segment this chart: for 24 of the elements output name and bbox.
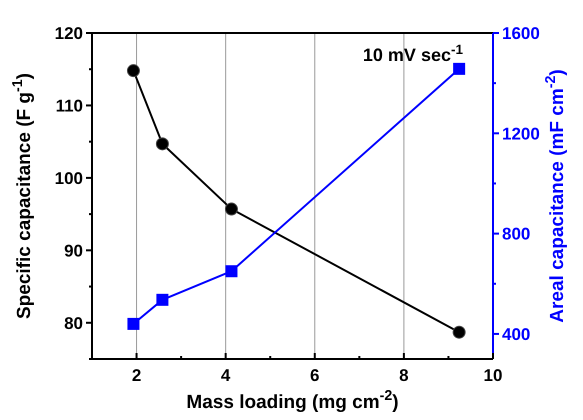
- y2-tick-label: 1200: [502, 124, 540, 144]
- y2-tick-label: 1600: [502, 24, 540, 43]
- point: [126, 64, 140, 78]
- x-tick-label: 6: [310, 366, 320, 385]
- annotation: 10 mV sec$^{-1}$: [362, 42, 464, 65]
- point: [156, 137, 169, 150]
- y2-tick-label: 800: [502, 224, 530, 244]
- y-tick-label: 80: [64, 314, 83, 333]
- x-axis-title: Mass loading (mg cm$^{-2}$): [186, 388, 399, 413]
- point: [224, 202, 238, 216]
- y-tick-label: 110: [56, 96, 83, 116]
- x-tick-label: 2: [132, 366, 142, 385]
- point: [225, 265, 238, 278]
- y-tick-label: 100: [54, 168, 83, 188]
- x-tick-label: 10: [484, 366, 502, 385]
- point: [127, 318, 140, 330]
- point: [453, 62, 466, 75]
- x-tick-label: 4: [220, 366, 231, 385]
- y-tick-label: 90: [64, 241, 83, 260]
- point: [452, 326, 466, 339]
- y2-tick-label: 400: [502, 324, 530, 344]
- point: [156, 294, 168, 306]
- x-tick-label: 8: [399, 366, 409, 385]
- y-tick-label: 120: [54, 24, 83, 43]
